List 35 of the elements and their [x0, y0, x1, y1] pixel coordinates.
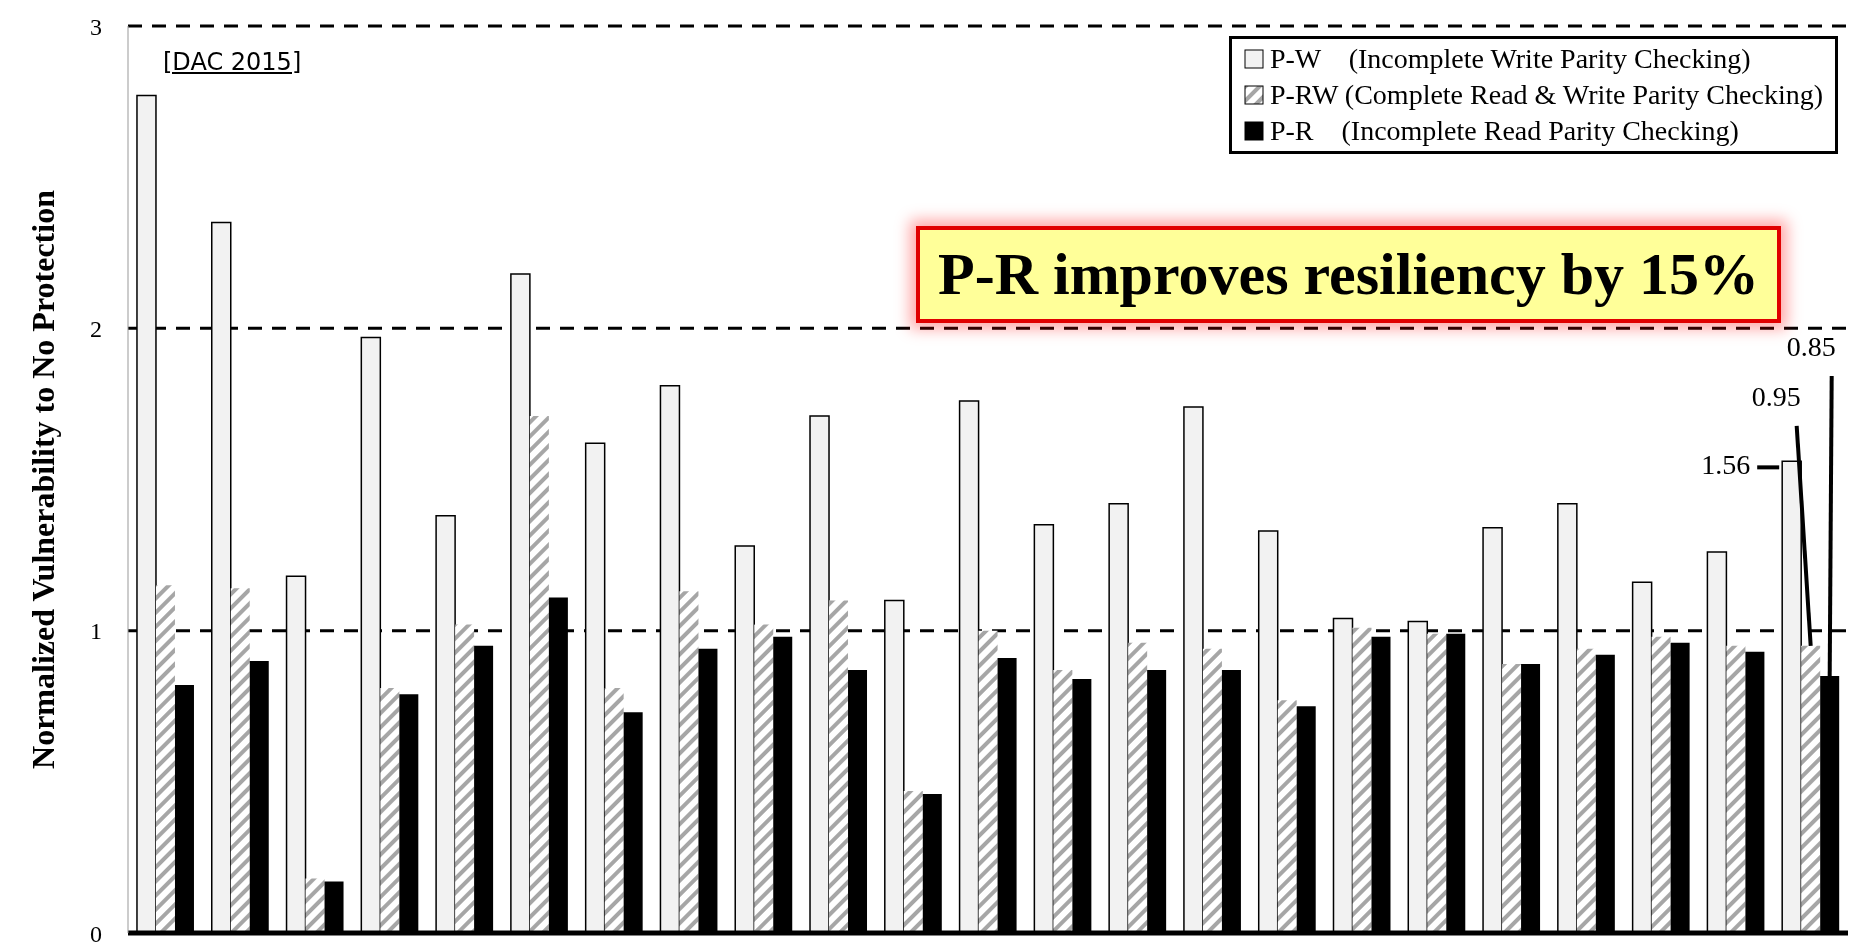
y-tick-label: 0 — [90, 920, 102, 947]
legend-label: P-RW (Complete Read & Write Parity Checking) — [1269, 78, 1823, 112]
bar — [604, 688, 624, 933]
data-label: 1.56 — [1701, 448, 1751, 480]
bar — [754, 624, 774, 933]
bar — [1726, 645, 1746, 933]
legend-label: P-W (Incomplete Write Parity Checking) — [1269, 42, 1751, 76]
bar — [380, 688, 400, 933]
data-label: 0.85 — [1786, 331, 1836, 363]
bar — [305, 878, 325, 933]
bar — [1277, 700, 1297, 933]
data-label: 0.95 — [1751, 380, 1801, 412]
y-axis-title: Normalized Vulnerability to No Protection — [25, 189, 62, 769]
bar — [1576, 648, 1596, 933]
bar — [230, 588, 250, 933]
bar — [679, 591, 699, 933]
bar — [1502, 663, 1522, 933]
bar — [1427, 633, 1447, 933]
bar — [1053, 669, 1073, 933]
bar — [1352, 627, 1372, 933]
bar — [829, 600, 849, 933]
bar — [978, 630, 998, 933]
bar — [155, 585, 175, 933]
bar — [1651, 636, 1671, 933]
y-tick-label: 3 — [90, 13, 102, 40]
bar — [455, 624, 475, 933]
annotation: [DAC 2015] — [163, 48, 302, 76]
legend-label: P-R (Incomplete Read Parity Checking) — [1269, 114, 1739, 148]
bar — [1202, 648, 1222, 933]
bar — [529, 416, 549, 933]
bar — [1128, 642, 1148, 933]
annotation: P-R improves resiliency by 15% — [916, 226, 1782, 323]
y-tick-label: 2 — [90, 315, 102, 342]
y-tick-label: 1 — [90, 618, 102, 645]
bar — [903, 790, 923, 933]
